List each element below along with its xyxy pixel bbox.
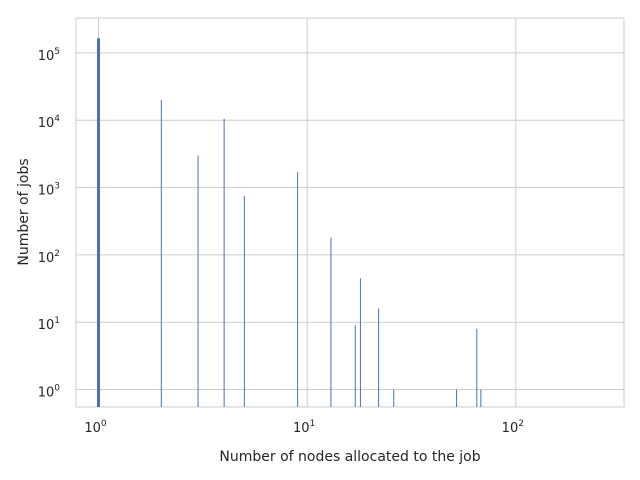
y-tick-label: 104 <box>38 114 61 131</box>
bars <box>97 38 482 408</box>
bar <box>378 308 380 407</box>
x-tick-base: 10 <box>502 421 519 436</box>
x-tick-base: 10 <box>293 421 310 436</box>
x-axis-label: Number of nodes allocated to the job <box>219 449 480 465</box>
y-tick-exponent: 2 <box>54 249 60 259</box>
y-tick-label: 102 <box>38 249 60 266</box>
x-tick-exponent: 1 <box>310 419 316 429</box>
x-tick-label: 101 <box>293 419 315 436</box>
y-tick-base: 10 <box>38 251 55 266</box>
grid-lines <box>76 18 624 407</box>
bar <box>456 389 458 407</box>
y-tick-base: 10 <box>38 386 55 401</box>
y-tick-base: 10 <box>38 318 55 333</box>
plot-area <box>75 17 625 408</box>
y-tick-label: 100 <box>38 384 61 401</box>
bar <box>160 99 162 408</box>
x-tick-base: 10 <box>84 421 101 436</box>
bar <box>330 237 332 407</box>
bar <box>359 278 361 407</box>
bar <box>297 172 299 407</box>
y-tick-label: 101 <box>38 316 60 333</box>
y-axis-label: Number of jobs <box>16 158 32 265</box>
y-tick-exponent: 0 <box>54 384 60 394</box>
y-tick-exponent: 4 <box>54 114 60 124</box>
y-tick-label: 103 <box>38 182 60 199</box>
y-tick-base: 10 <box>38 116 55 131</box>
y-tick-exponent: 1 <box>54 316 60 326</box>
x-axis-ticks: 100 101 102 <box>84 419 524 436</box>
bar <box>393 389 395 407</box>
y-tick-label: 105 <box>38 47 60 64</box>
y-tick-exponent: 5 <box>54 47 60 57</box>
bar <box>476 328 478 407</box>
x-tick-exponent: 0 <box>101 419 107 429</box>
y-tick-exponent: 3 <box>54 182 60 192</box>
bar <box>480 389 482 407</box>
bar <box>243 195 245 407</box>
y-tick-base: 10 <box>38 49 55 64</box>
bar <box>197 155 199 407</box>
x-tick-label: 102 <box>502 419 524 436</box>
x-tick-exponent: 2 <box>518 419 524 429</box>
x-tick-label: 100 <box>84 419 107 436</box>
y-tick-base: 10 <box>38 184 55 199</box>
bar <box>223 118 225 407</box>
bar <box>354 325 356 407</box>
bar <box>97 38 101 407</box>
